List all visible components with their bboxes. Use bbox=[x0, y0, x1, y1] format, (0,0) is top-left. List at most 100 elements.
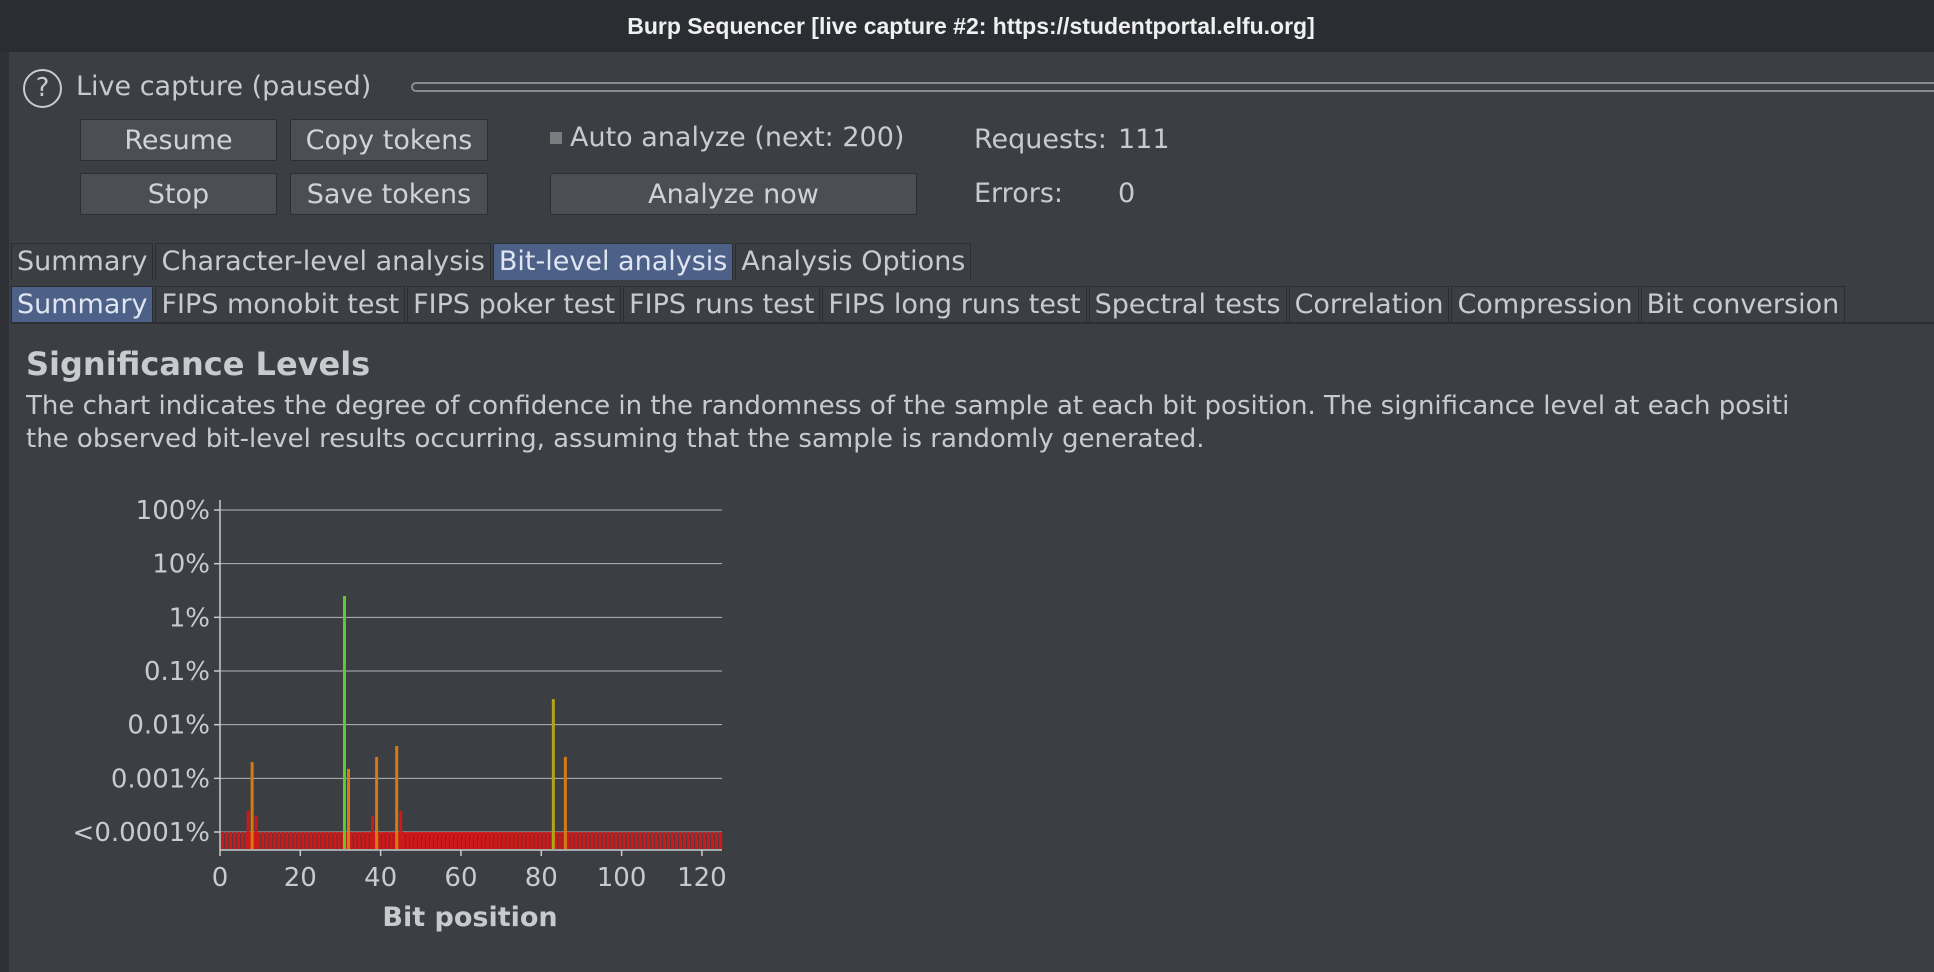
chart-bar bbox=[371, 815, 375, 849]
chart-baseline-bar bbox=[417, 832, 421, 849]
subtab-bit-conversion[interactable]: Bit conversion bbox=[1640, 286, 1846, 323]
chart-baseline-bar bbox=[353, 832, 357, 849]
chart-baseline-bar bbox=[694, 832, 699, 849]
chart-x-tick-labels: 0 20 40 60 80 100 120 bbox=[212, 850, 727, 893]
chart-baseline-bar bbox=[401, 832, 405, 849]
chart-bar bbox=[563, 756, 567, 849]
chart-baseline-bar bbox=[702, 832, 707, 849]
chart-baseline-bar bbox=[714, 832, 719, 849]
chart-baseline-bar bbox=[237, 832, 241, 849]
save-tokens-button[interactable]: Save tokens bbox=[290, 173, 488, 215]
chart-baseline-bar bbox=[277, 832, 281, 849]
chart-baseline-bar bbox=[337, 832, 341, 849]
chart-baseline-bar bbox=[317, 832, 321, 849]
copy-tokens-button[interactable]: Copy tokens bbox=[290, 119, 488, 161]
chart-baseline-bar bbox=[449, 832, 454, 849]
chart-baseline-bar bbox=[490, 832, 494, 849]
chart-baseline-bar bbox=[690, 832, 695, 849]
requests-count: 111 bbox=[1118, 124, 1170, 155]
chart-baseline-bar bbox=[674, 832, 679, 849]
tab-bit-level-analysis[interactable]: Bit-level analysis bbox=[492, 243, 734, 280]
chart-baseline-bar bbox=[453, 832, 458, 849]
chart-baseline-bar bbox=[269, 832, 273, 849]
description-line-1: The chart indicates the degree of confid… bbox=[26, 391, 1790, 421]
chart-baseline-bar bbox=[437, 832, 442, 849]
resume-button[interactable]: Resume bbox=[80, 119, 277, 161]
chart-baseline-bar bbox=[554, 832, 558, 849]
subtab-spectral-tests[interactable]: Spectral tests bbox=[1088, 286, 1287, 323]
chart-baseline-bar bbox=[574, 832, 578, 849]
subtab-fips-runs-test[interactable]: FIPS runs test bbox=[623, 286, 821, 323]
chart-baseline-bar bbox=[305, 832, 309, 849]
tab-summary[interactable]: Summary bbox=[11, 243, 154, 280]
chart-baseline-bar bbox=[666, 832, 670, 849]
chart-baseline-bar bbox=[718, 832, 723, 849]
chart-baseline-bar bbox=[682, 832, 687, 849]
chart-baseline-bar bbox=[542, 832, 546, 849]
chart-x-tick-label: 0 bbox=[212, 863, 229, 893]
chart-baseline-bar bbox=[349, 832, 353, 849]
tab-analysis-options[interactable]: Analysis Options bbox=[735, 243, 972, 280]
chart-baseline-bar bbox=[478, 832, 482, 849]
auto-analyze-toggle[interactable]: Auto analyze (next: 200) bbox=[550, 120, 904, 156]
chart-baseline-bar bbox=[630, 832, 634, 849]
chart-baseline-bar bbox=[233, 832, 237, 849]
stop-button[interactable]: Stop bbox=[80, 173, 277, 215]
errors-label: Errors: bbox=[974, 178, 1063, 209]
chart-baseline-bar bbox=[441, 832, 446, 849]
auto-analyze-checkbox[interactable] bbox=[550, 132, 562, 144]
chart-baseline-bar bbox=[333, 832, 337, 849]
chart-baseline-bar bbox=[293, 832, 297, 849]
chart-baseline-bar bbox=[634, 832, 638, 849]
main-tab-bar: Summary Character-level analysis Bit-lev… bbox=[11, 243, 973, 280]
chart-baseline-bar bbox=[530, 832, 534, 849]
subtab-correlation[interactable]: Correlation bbox=[1288, 286, 1450, 323]
chart-baseline-bar bbox=[285, 832, 289, 849]
chart-baseline-bar bbox=[586, 832, 590, 849]
chart-baseline-bar bbox=[405, 832, 409, 849]
chart-baseline-bar bbox=[261, 832, 265, 849]
chart-baseline-bar bbox=[650, 832, 654, 849]
chart-baseline-bar bbox=[381, 832, 385, 849]
analyze-now-button[interactable]: Analyze now bbox=[550, 173, 917, 215]
subtab-fips-monobit-test[interactable]: FIPS monobit test bbox=[155, 286, 406, 323]
chart-baseline-bar bbox=[301, 832, 305, 849]
help-icon[interactable]: ? bbox=[23, 69, 62, 108]
chart-gridlines bbox=[214, 500, 722, 851]
chart-baseline-bar bbox=[646, 832, 650, 849]
chart-baseline-bar bbox=[566, 832, 570, 849]
tab-character-level-analysis[interactable]: Character-level analysis bbox=[155, 243, 491, 280]
subtab-fips-poker-test[interactable]: FIPS poker test bbox=[407, 286, 622, 323]
chart-baseline-bar bbox=[389, 832, 393, 849]
chart-baseline-bar bbox=[361, 832, 365, 849]
chart-baseline-bar bbox=[461, 832, 466, 849]
chart-baseline-bar bbox=[606, 832, 610, 849]
chart-baseline-bar bbox=[409, 832, 413, 849]
chart-bar bbox=[399, 810, 403, 849]
chart-baseline-bar bbox=[654, 832, 658, 849]
chart-baseline-bars bbox=[221, 832, 723, 849]
chart-baseline-bar bbox=[474, 832, 478, 849]
chart-x-tick-label: 80 bbox=[525, 863, 558, 893]
chart-baseline-bar bbox=[257, 832, 261, 849]
window-title: Burp Sequencer [live capture #2: https:/… bbox=[627, 12, 1315, 39]
chart-baseline-bar bbox=[710, 832, 715, 849]
subtab-fips-long-runs-test[interactable]: FIPS long runs test bbox=[822, 286, 1087, 323]
section-title: Significance Levels bbox=[26, 345, 371, 383]
subtab-compression[interactable]: Compression bbox=[1451, 286, 1639, 323]
chart-baseline-bar bbox=[457, 832, 462, 849]
chart-y-tick-labels: <0.0001% 0.001% 0.01% 0.1% 1% 10% 100% bbox=[73, 496, 210, 848]
chart-baseline-bar bbox=[413, 832, 417, 849]
chart-y-tick-label: 100% bbox=[136, 496, 210, 526]
auto-analyze-label: Auto analyze (next: 200) bbox=[570, 122, 905, 153]
chart-baseline-bar bbox=[425, 832, 430, 849]
chart-y-tick-label: 0.01% bbox=[127, 711, 210, 741]
subtab-summary[interactable]: Summary bbox=[11, 286, 154, 323]
chart-baseline-bar bbox=[321, 832, 325, 849]
chart-baseline-bar bbox=[325, 832, 329, 849]
chart-bar bbox=[254, 815, 258, 849]
chart-baseline-bar bbox=[526, 832, 530, 849]
chart-baseline-bar bbox=[502, 832, 506, 849]
description-line-2: the observed bit-level results occurring… bbox=[26, 424, 1205, 454]
chart-baseline-bar bbox=[482, 832, 486, 849]
